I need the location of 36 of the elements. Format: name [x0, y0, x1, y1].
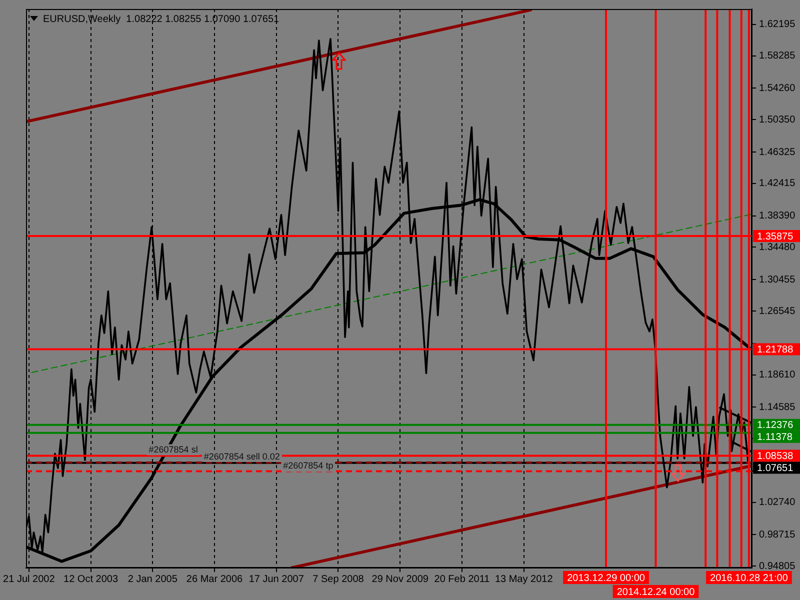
y-tick-label: 1.54260	[759, 83, 796, 94]
y-tick-label: 1.18610	[759, 370, 796, 381]
x-tick-label: 13 May 2012	[494, 574, 554, 585]
y-tick-label: 0.98715	[759, 529, 796, 540]
y-tick-label: 0.94805	[759, 560, 796, 572]
x-tick-label: 21 Jul 2002	[3, 574, 56, 585]
ref-line-label: 2014.12.24 00:00	[616, 586, 696, 598]
annotation: #2607854 tp	[283, 460, 334, 470]
x-tick-label: 17 Jun 2007	[248, 574, 304, 585]
y-tick-label: 1.46325	[759, 146, 796, 158]
ref-line-label: 1.12376	[757, 420, 794, 432]
x-tick-label: 7 Sep 2008	[312, 574, 364, 585]
y-tick-label: 1.30455	[759, 274, 796, 286]
x-tick-label: 26 Mar 2006	[186, 574, 244, 585]
ref-line-label: 1.35875	[757, 231, 794, 242]
y-tick-label: 1.42415	[759, 178, 796, 190]
y-tick-label: 1.34480	[759, 242, 796, 253]
ref-line-label: 2016.10.28 21:00	[710, 572, 788, 584]
y-tick-label: 1.02740	[759, 497, 796, 508]
ref-line-label: 1.21788	[757, 344, 794, 356]
annotation: #2607854 sell 0.02	[204, 451, 280, 462]
ref-line-label: 1.08538	[757, 450, 794, 462]
ref-line-label: 2013.12.29 00:00	[567, 572, 646, 584]
annotation: #2607854 sl	[148, 444, 198, 455]
y-tick-label: 1.26545	[759, 306, 796, 317]
x-tick-label: 12 Oct 2003	[64, 574, 118, 585]
x-tick-label: 20 Feb 2011	[434, 574, 490, 585]
x-tick-label: 2 Jan 2005	[128, 574, 178, 585]
y-tick-label: 1.14585	[759, 402, 796, 413]
ref-line-label: 1.11378	[757, 432, 793, 444]
y-tick-label: 1.50350	[759, 114, 796, 126]
y-tick-label: 1.38390	[759, 210, 796, 222]
y-tick-label: 1.62195	[759, 19, 796, 30]
y-tick-label: 1.58285	[759, 50, 796, 62]
x-tick-label: 29 Nov 2009	[372, 574, 429, 585]
ref-line-label: 1.07651	[757, 462, 794, 474]
